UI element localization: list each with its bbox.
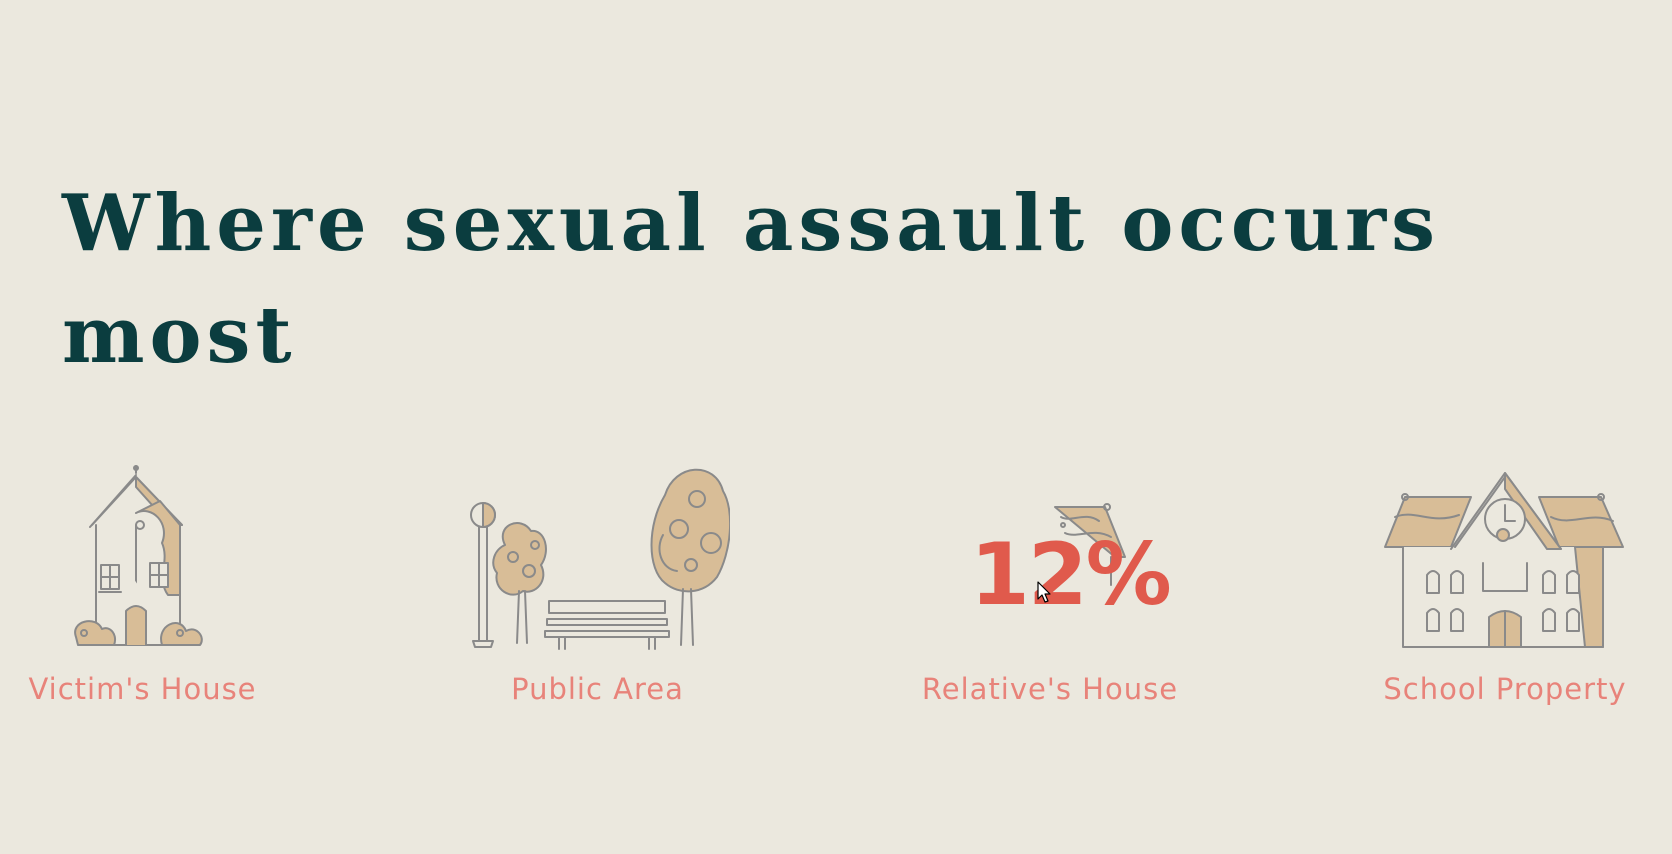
- location-card-victims-house[interactable]: Victim's House: [20, 465, 265, 725]
- location-label: Relative's House: [921, 672, 1179, 706]
- location-label: Victim's House: [28, 672, 257, 706]
- page-title: Where sexual assault occurs most: [62, 178, 1441, 381]
- percentage-value: 12%: [970, 525, 1172, 625]
- location-card-public-area[interactable]: Public Area: [465, 465, 730, 725]
- mouse-cursor-icon: [1037, 581, 1051, 603]
- location-card-relatives-house[interactable]: Relative's House: [915, 465, 1185, 725]
- school-icon: [1384, 472, 1624, 648]
- location-card-school-property[interactable]: School Property: [1375, 465, 1635, 725]
- location-label: School Property: [1383, 672, 1627, 706]
- relative-house-icon: [1054, 503, 1126, 586]
- park-icon: [470, 468, 730, 650]
- location-label: Public Area: [511, 672, 684, 706]
- house-icon: [74, 465, 203, 646]
